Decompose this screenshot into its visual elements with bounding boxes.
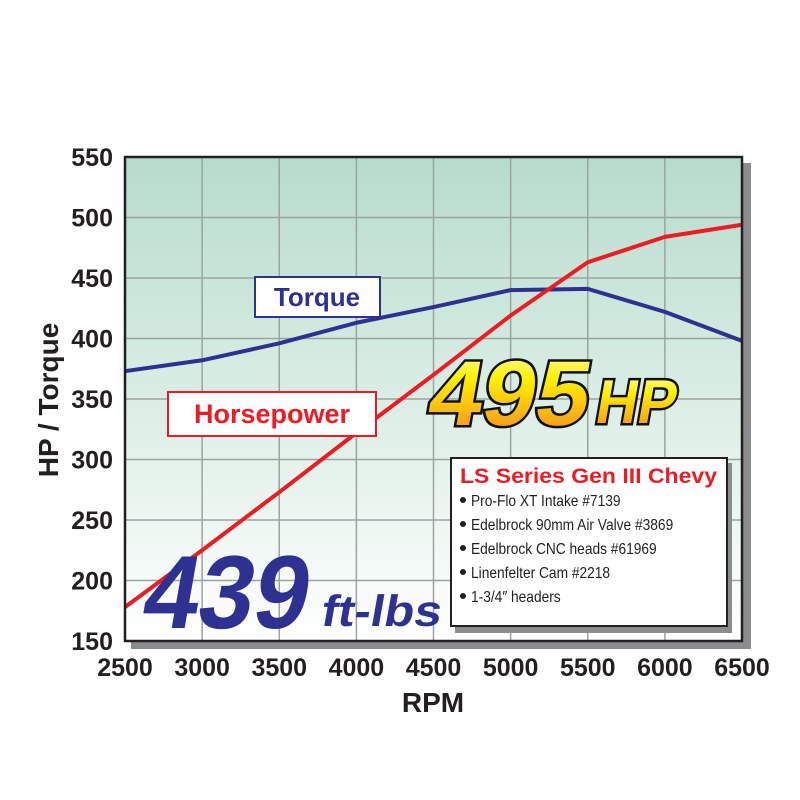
y-tick-label: 350 <box>71 386 113 414</box>
x-tick-label: 5000 <box>483 654 539 682</box>
x-tick-label: 6000 <box>637 654 693 682</box>
spec-item: Edelbrock 90mm Air Valve #3869 <box>471 516 673 534</box>
y-tick-label: 250 <box>71 507 113 535</box>
torque-unit: ft-lbs <box>318 587 447 636</box>
x-tick-label: 4500 <box>406 654 462 682</box>
spec-item: Linenfelter Cam #2218 <box>471 564 610 582</box>
torque-legend-label: Torque <box>254 276 381 318</box>
bullet-icon <box>460 521 466 527</box>
spec-item: 1-3/4″ headers <box>471 588 561 606</box>
spec-item: Edelbrock CNC heads #61969 <box>471 540 657 558</box>
plot-frame <box>123 155 744 643</box>
hp-unit: HP <box>591 367 683 436</box>
hp-peak-callout: 495 HP <box>419 339 686 447</box>
y-tick-label: 200 <box>71 568 113 596</box>
x-tick-label: 5500 <box>560 654 616 682</box>
torque-peak-callout: 439 ft-lbs <box>135 535 447 651</box>
torque-peak-value: 439 <box>135 535 320 651</box>
bullet-icon <box>460 497 466 503</box>
y-tick-label: 500 <box>71 205 113 233</box>
bullet-icon <box>460 569 466 575</box>
spec-box: LS Series Gen III Chevy Pro-Flo XT Intak… <box>450 457 732 633</box>
spec-title: LS Series Gen III Chevy <box>460 465 717 488</box>
x-tick-label: 2500 <box>97 654 153 682</box>
torque-label-text: Torque <box>274 282 360 312</box>
y-tick-label: 400 <box>71 326 113 354</box>
y-tick-label: 150 <box>71 628 113 656</box>
x-tick-label: 3500 <box>251 654 307 682</box>
y-tick-label: 300 <box>71 447 113 475</box>
y-tick-label: 550 <box>71 144 113 172</box>
spec-item: Pro-Flo XT Intake #7139 <box>471 492 621 510</box>
x-tick-label: 6500 <box>714 654 770 682</box>
x-axis-label: RPM <box>402 687 464 718</box>
bullet-icon <box>460 593 466 599</box>
y-tick-label: 450 <box>71 265 113 293</box>
x-tick-label: 4000 <box>329 654 385 682</box>
horsepower-legend-label: Horsepower <box>167 391 377 437</box>
bullet-icon <box>460 545 466 551</box>
horsepower-label-text: Horsepower <box>194 399 351 429</box>
hp-peak-value: 495 <box>422 342 600 445</box>
y-axis-label: HP / Torque <box>33 323 64 478</box>
x-tick-label: 3000 <box>174 654 230 682</box>
